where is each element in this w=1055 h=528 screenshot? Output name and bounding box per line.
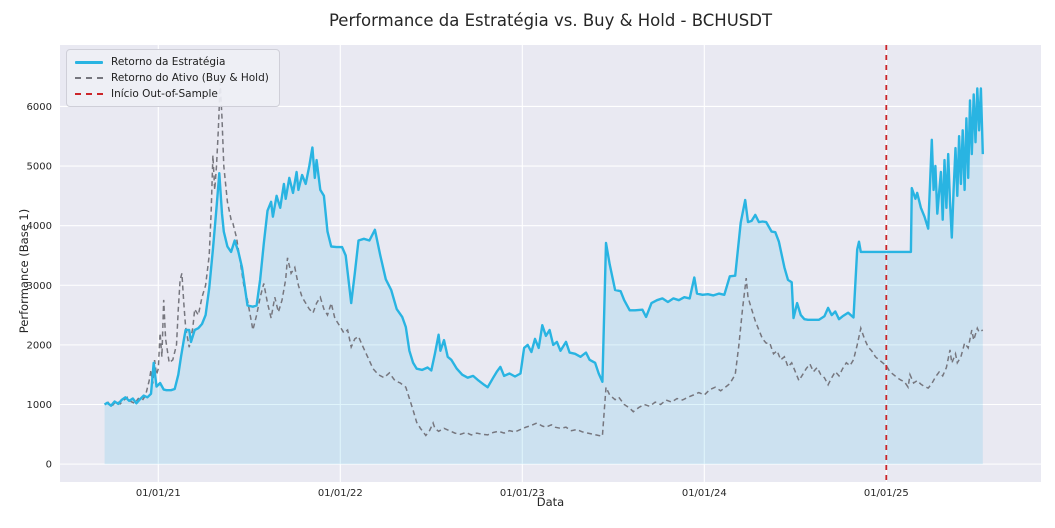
legend-label-asset: Retorno do Ativo (Buy & Hold) xyxy=(111,72,269,84)
y-tick-label: 5000 xyxy=(27,162,52,173)
strategy-line-swatch xyxy=(75,60,103,64)
x-tick-label: 01/01/24 xyxy=(682,488,727,499)
legend-item-strategy: Retorno da Estratégia xyxy=(75,56,269,68)
legend-item-asset: Retorno do Ativo (Buy & Hold) xyxy=(75,72,269,84)
y-tick-label: 2000 xyxy=(27,340,52,351)
y-axis-label: Performance (Base 1) xyxy=(17,208,31,334)
y-tick-label: 6000 xyxy=(27,102,52,113)
y-tick-label: 1000 xyxy=(27,400,52,411)
legend-item-oos: Início Out-of-Sample xyxy=(75,88,269,100)
asset-line-swatch xyxy=(75,77,103,79)
legend-label-strategy: Retorno da Estratégia xyxy=(111,56,226,68)
x-tick-label: 01/01/21 xyxy=(136,488,181,499)
x-tick-label: 01/01/25 xyxy=(864,488,909,499)
y-tick-label: 4000 xyxy=(27,221,52,232)
strategy-return-line xyxy=(103,87,984,407)
legend-label-oos: Início Out-of-Sample xyxy=(111,88,218,100)
y-tick-label: 3000 xyxy=(27,281,52,292)
legend: Retorno da Estratégia Retorno do Ativo (… xyxy=(66,49,280,107)
oos-line-swatch xyxy=(75,93,103,95)
strategy-area-fill xyxy=(104,88,983,465)
asset-return-line xyxy=(104,82,984,437)
x-tick-label: 01/01/22 xyxy=(318,488,363,499)
chart-title: Performance da Estratégia vs. Buy & Hold… xyxy=(328,11,773,30)
plot-background xyxy=(60,45,1041,482)
x-axis-label: Data xyxy=(536,495,565,509)
x-tick-label: 01/01/23 xyxy=(500,488,545,499)
y-tick-label: 0 xyxy=(46,460,52,471)
